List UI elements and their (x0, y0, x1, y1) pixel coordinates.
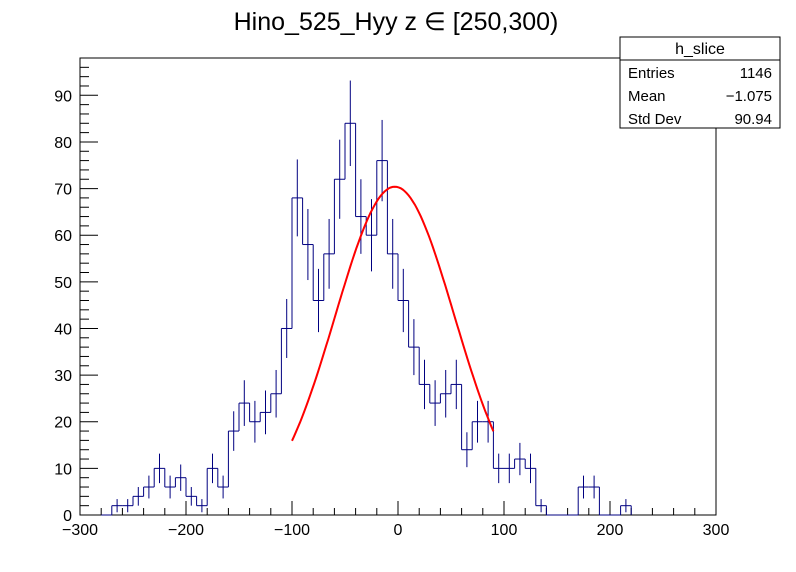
y-tick-label: 10 (54, 461, 72, 478)
stats-stddev-label: Std Dev (628, 111, 682, 128)
fit-curve (291, 185, 495, 442)
y-tick-label: 80 (54, 135, 72, 152)
y-tick-label: 0 (63, 508, 72, 525)
x-tick-label: 300 (703, 522, 730, 539)
stats-stddev-value: 90.94 (734, 111, 772, 128)
histogram-series (101, 80, 632, 516)
stats-box-title: h_slice (675, 41, 725, 58)
x-tick-label: 0 (394, 522, 403, 539)
y-tick-label: 40 (54, 321, 72, 338)
x-tick-label: −300 (62, 522, 98, 539)
y-tick-label: 20 (54, 415, 72, 432)
chart-title: Hino_525_Hyy z ∈ [250,300) (234, 8, 559, 36)
stats-mean-label: Mean (628, 88, 666, 105)
stats-entries-label: Entries (628, 65, 675, 82)
y-tick-label: 30 (54, 368, 72, 385)
x-tick-label: 200 (597, 522, 624, 539)
gaussian-fit-line (291, 185, 495, 442)
axis-ticks: −300 −200 −100 0 100 200 300 0 10 20 30 40 50 60 70 80 9… (54, 66, 730, 539)
stats-mean-value: −1.075 (726, 88, 772, 105)
x-tick-label: 100 (491, 522, 518, 539)
y-tick-label: 50 (54, 275, 72, 292)
y-tick-label: 60 (54, 228, 72, 245)
y-tick-label: 70 (54, 182, 72, 199)
x-tick-label: −200 (168, 522, 204, 539)
stats-entries-value: 1146 (740, 65, 772, 82)
x-tick-label: −100 (274, 522, 310, 539)
stats-box: h_slice Entries 1146 Mean −1.075 Std Dev… (619, 36, 781, 129)
y-tick-label: 90 (54, 88, 72, 105)
